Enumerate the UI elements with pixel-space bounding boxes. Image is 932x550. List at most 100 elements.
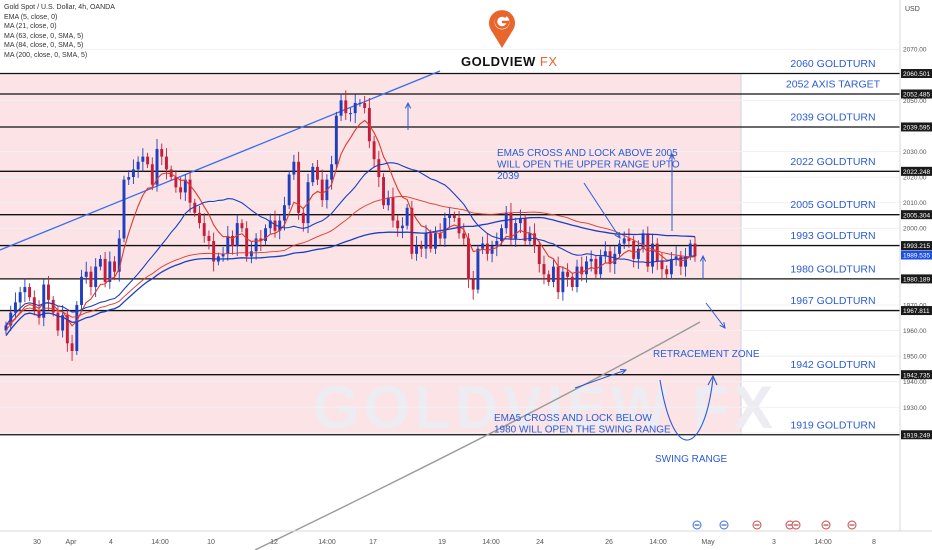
x-tick-label: 26 xyxy=(605,539,613,546)
price-label: 1980.189 xyxy=(903,276,930,283)
candle-body xyxy=(688,243,692,257)
candle-body xyxy=(641,233,645,249)
candle-body xyxy=(429,233,433,249)
y-tick-label: 2050.00 xyxy=(903,98,927,105)
time-axis[interactable]: 30 Apr 4 14:00 10 12 14:00 17 19 14:00 24 26 14:00 Ma… xyxy=(0,530,932,546)
legend-ema5[interactable]: EMA (5, close, 0) xyxy=(4,13,58,21)
candle-body xyxy=(363,102,367,109)
candle-body xyxy=(651,243,654,267)
candle-body xyxy=(226,235,230,254)
candle-body xyxy=(136,161,140,170)
candle-body xyxy=(542,264,546,275)
candle-body xyxy=(268,220,272,229)
candle-body xyxy=(94,266,98,288)
candle-body xyxy=(70,343,74,351)
level-label: 2022 GOLDTURN xyxy=(790,156,875,168)
level-label: 1967 GOLDTURN xyxy=(790,295,875,307)
candle-body xyxy=(103,258,107,282)
legend-ma200[interactable]: MA (200, close, 0, SMA, 5) xyxy=(4,51,88,59)
candle-body xyxy=(580,266,584,275)
y-tick-label: 1970.00 xyxy=(903,302,927,309)
candle-body xyxy=(179,187,183,193)
y-tick-label: 2070.00 xyxy=(903,47,927,54)
candle-body xyxy=(476,248,480,290)
candle-body xyxy=(344,100,348,114)
candle-body xyxy=(254,238,258,252)
x-tick-label: 19 xyxy=(438,539,446,546)
candle-body xyxy=(551,266,555,282)
price-label-box xyxy=(901,166,932,176)
x-tick-label: 17 xyxy=(369,539,377,546)
price-label-box xyxy=(901,122,932,132)
x-tick-label: 14:00 xyxy=(318,539,336,546)
candle-body xyxy=(495,241,499,247)
moving-average-lines xyxy=(5,119,696,336)
price-axis[interactable]: USD 2070.00 2050.00 2030.00 2020.00 2010.00 20… xyxy=(899,0,932,531)
candle-body xyxy=(433,233,437,249)
candle-body xyxy=(693,243,697,257)
drop-arrow xyxy=(705,302,726,329)
candle-body xyxy=(155,148,159,185)
price-label: 1989.535 xyxy=(903,253,930,260)
legend-ma84[interactable]: MA (84, close, 0, SMA, 5) xyxy=(4,42,84,50)
price-label: 2060.501 xyxy=(903,71,930,78)
candle-body xyxy=(424,233,428,249)
candle-body xyxy=(330,164,334,180)
goldview-logo xyxy=(487,8,517,55)
candle-body xyxy=(169,169,173,178)
price-label: 1919.249 xyxy=(903,432,930,439)
candle-body xyxy=(547,274,551,282)
level-label: 2060 GOLDTURN xyxy=(790,58,875,70)
candle-body xyxy=(37,310,41,318)
legend-ma63[interactable]: MA (63, close, 0, SMA, 5) xyxy=(4,32,84,40)
swing-curve xyxy=(659,377,714,441)
candle-body xyxy=(575,266,579,288)
candle-body xyxy=(61,315,65,331)
candle-body xyxy=(339,100,343,116)
candle-body xyxy=(613,253,617,265)
x-tick-label: 3 xyxy=(772,539,776,546)
candle-body xyxy=(410,207,414,254)
candle-body xyxy=(273,220,277,231)
level-label: 1993 GOLDTURN xyxy=(790,230,875,242)
candle-body xyxy=(603,251,607,257)
candle-body xyxy=(665,269,669,275)
candle-body xyxy=(75,304,79,351)
candle-body xyxy=(632,241,636,259)
pointer-arrow-lower xyxy=(574,369,627,389)
candle-body xyxy=(481,243,485,249)
event-icons xyxy=(692,520,857,530)
price-label: 2039.595 xyxy=(903,125,930,132)
level-label: 1980 GOLDTURN xyxy=(790,263,875,275)
currency-label: USD xyxy=(905,6,920,13)
candle-body xyxy=(679,256,683,267)
brand-suffix: FX xyxy=(539,54,558,69)
legend-ma21[interactable]: MA (21, close, 0) xyxy=(4,23,57,31)
pointer-arrow-upper-head xyxy=(614,231,621,239)
candle-body xyxy=(282,205,286,221)
candle-body xyxy=(528,233,532,242)
x-tick-label: 4 xyxy=(109,539,113,546)
candle-body xyxy=(89,271,93,288)
x-tick-label: Apr xyxy=(66,539,78,546)
candle-body xyxy=(594,258,598,275)
price-label-box xyxy=(901,241,932,251)
ma21-path xyxy=(5,162,696,326)
candle-body xyxy=(23,287,27,293)
candle-body xyxy=(212,241,216,262)
ma200-path xyxy=(254,321,701,550)
candle-body xyxy=(490,246,494,254)
x-tick-label: 10 xyxy=(207,539,215,546)
x-tick-label: 14:00 xyxy=(814,539,832,546)
candle-body xyxy=(467,238,470,280)
price-label-box xyxy=(901,274,932,284)
candle-body xyxy=(471,279,475,290)
candle-body xyxy=(108,261,112,282)
candle-body xyxy=(500,228,503,242)
candle-body xyxy=(259,238,263,242)
candle-body xyxy=(202,223,206,236)
candle-body xyxy=(174,177,178,188)
candle-body xyxy=(518,218,522,224)
grid xyxy=(0,48,900,434)
